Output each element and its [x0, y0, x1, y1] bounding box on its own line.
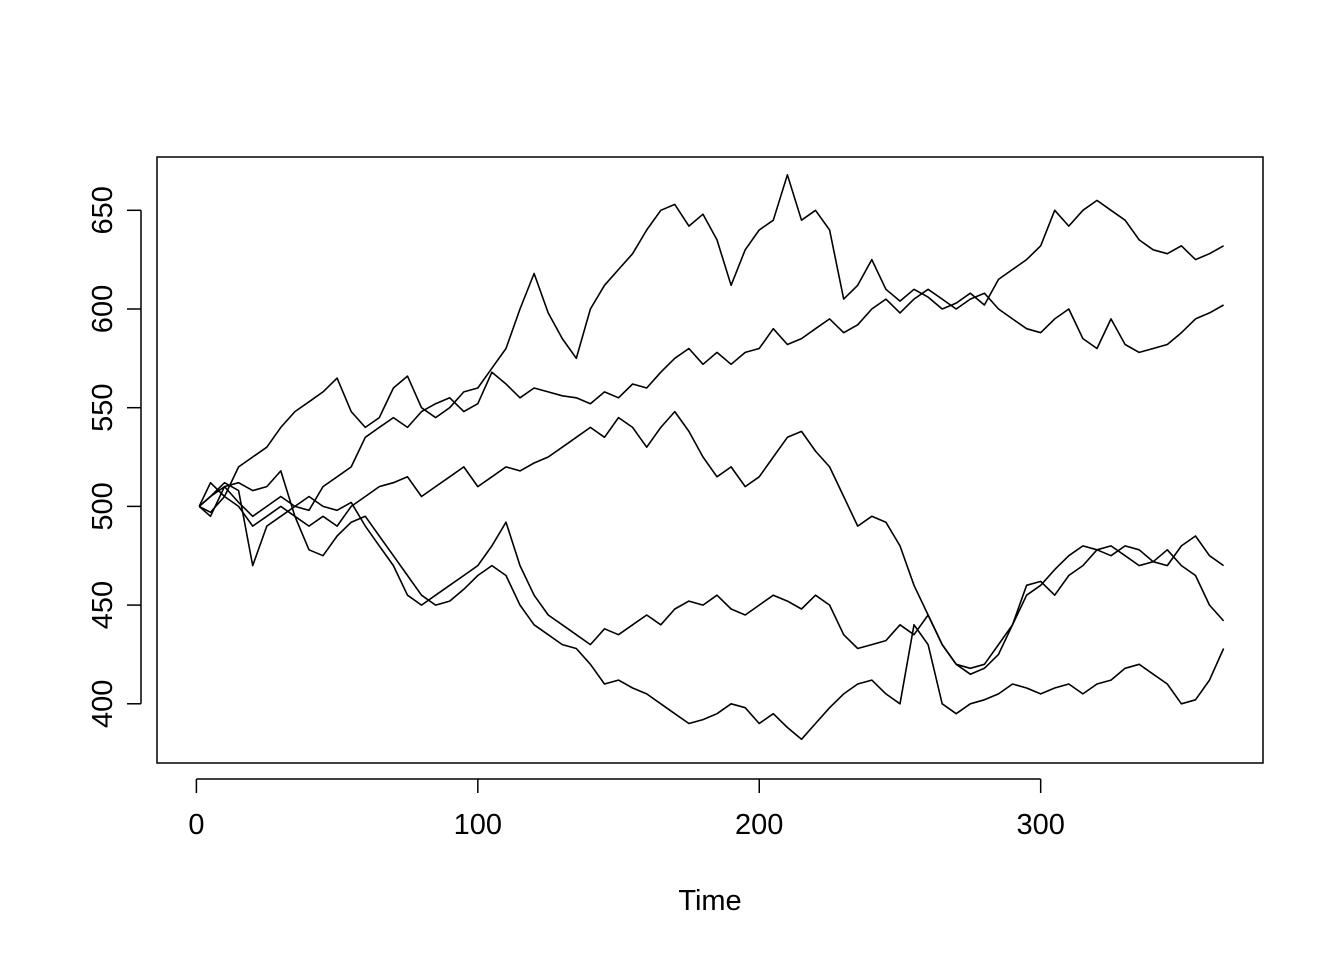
y-tick-label: 450: [87, 581, 119, 629]
y-tick-label: 500: [87, 482, 119, 530]
series-line-1: [198, 174, 1224, 507]
plot-frame: [156, 156, 1264, 764]
series-line-2: [198, 288, 1224, 518]
y-axis: 400 450 500 550 600 650: [87, 186, 142, 728]
x-tick-label: 100: [454, 809, 502, 841]
x-tick-label: 300: [1016, 809, 1064, 841]
y-tick-label: 550: [87, 384, 119, 432]
y-tick-label: 600: [87, 285, 119, 333]
series-line-5: [198, 470, 1225, 741]
x-tick-label: 0: [188, 809, 204, 841]
y-tick-label: 400: [87, 680, 119, 728]
y-tick-label: 650: [87, 186, 119, 234]
series-line-3: [198, 410, 1225, 670]
series-line-4: [198, 481, 1225, 676]
x-axis: 0 100 200 300: [188, 778, 1065, 841]
x-axis-title: Time: [678, 885, 741, 917]
x-tick-label: 200: [735, 809, 783, 841]
series-layer: [198, 174, 1225, 741]
